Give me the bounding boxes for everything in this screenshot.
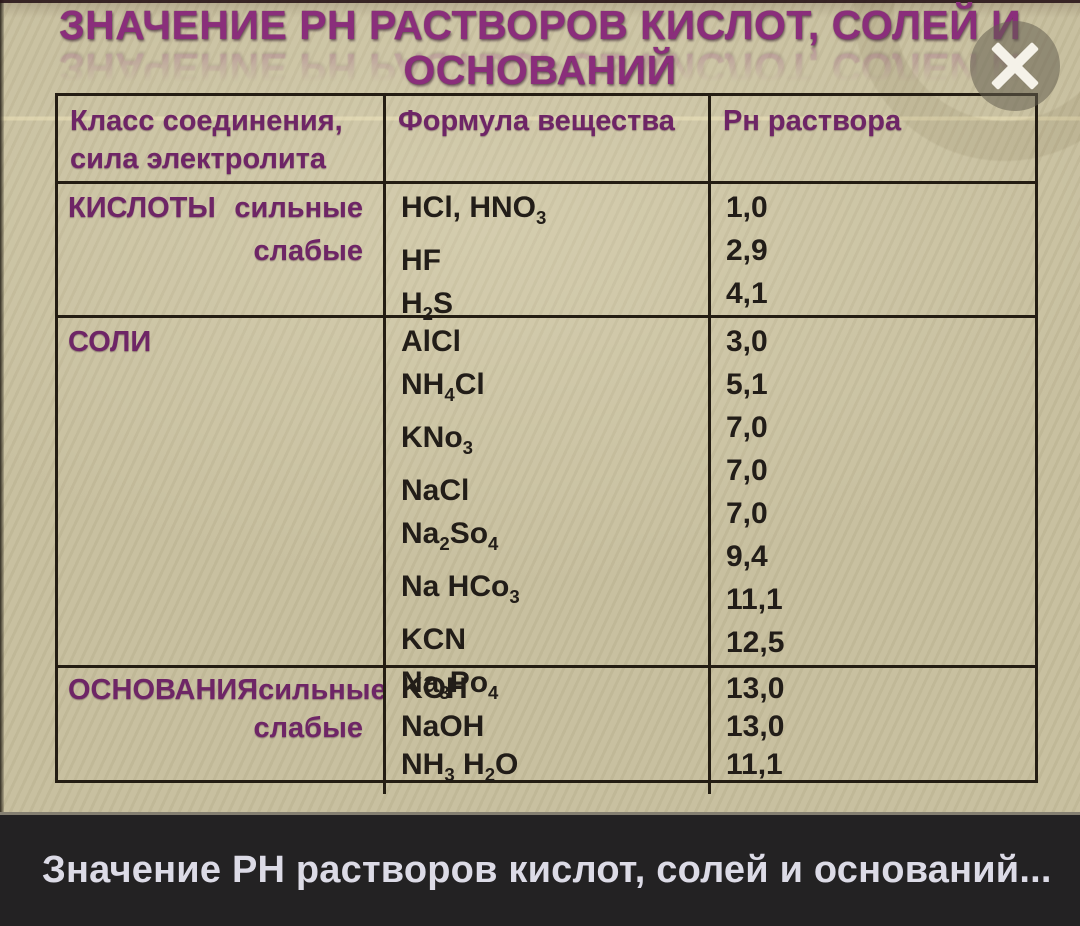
ph-value: 3,0 xyxy=(726,325,768,358)
ph-value: 7,0 xyxy=(726,497,768,530)
class-label-acids: КИСЛОТЫ xyxy=(68,192,216,224)
section-salts-class-cell: СОЛИ xyxy=(58,315,383,665)
close-icon xyxy=(970,21,1060,111)
ph-table: Класс соединения, сила электролита Форму… xyxy=(55,93,1038,794)
section-bases-ph-cell: 13,0 13,0 11,1 xyxy=(708,665,1035,794)
formula-value: Na3Po4 xyxy=(401,666,499,703)
table-header-class: Класс соединения, сила электролита xyxy=(70,105,343,175)
formula-value: NH3 H2O xyxy=(401,748,519,785)
ph-value: 2,9 xyxy=(726,234,768,267)
slide-title-line1: ЗНАЧЕНИЕ РН РАСТВОРОВ КИСЛОТ, СОЛЕЙ И xyxy=(58,2,1022,48)
table-header-ph: Рн раствора xyxy=(708,96,1035,181)
formula-value: KCN xyxy=(401,623,466,656)
table-header-formula: Формула вещества xyxy=(383,96,708,181)
ph-value: 13,0 xyxy=(726,672,785,705)
ph-value: 7,0 xyxy=(726,411,768,444)
ph-value: 5,1 xyxy=(726,368,768,401)
strength-label-weak: слабые xyxy=(253,235,364,267)
ph-value: 4,1 xyxy=(726,277,768,310)
formula-value: NaCl xyxy=(401,474,470,507)
section-acids-formula-cell: HCl, HNO3 HF H2S xyxy=(383,181,708,324)
section-salts-ph-cell: 3,0 5,1 7,0 7,0 7,0 9,4 11,1 12,5 xyxy=(708,315,1035,665)
formula-value: Na2So4 xyxy=(401,517,499,554)
slide-title-line2: ОСНОВАНИЙ xyxy=(403,47,677,93)
ph-value: 12,5 xyxy=(726,626,785,659)
slide-image: ЗНАЧЕНИЕ РН РАСТВОРОВ КИСЛОТ, СОЛЕЙ И ОС… xyxy=(0,0,1080,812)
formula-value: HF xyxy=(401,244,441,277)
strength-label-weak: слабые xyxy=(253,712,364,744)
section-acids-class-cell: КИСЛОТЫ сильные слабые xyxy=(58,181,383,315)
ph-value: 9,4 xyxy=(726,540,768,573)
ph-value: 11,1 xyxy=(726,583,783,616)
ph-value: 13,0 xyxy=(726,710,785,743)
section-salts-formula-cell: AlCl NH4Cl KNo3 NaCl Na2So4 Na HCo3 KCN … xyxy=(383,315,708,703)
ph-value: 7,0 xyxy=(726,454,768,487)
formula-value: KOH xyxy=(401,672,468,705)
formula-value: KNo3 xyxy=(401,421,473,458)
formula-value: NaOH xyxy=(401,710,485,743)
formula-value: Na HCo3 xyxy=(401,570,520,607)
formula-value: H2S xyxy=(401,287,454,324)
caption-bar[interactable]: Значение РН растворов кислот, солей и ос… xyxy=(0,812,1080,926)
formula-value: NH4Cl xyxy=(401,368,485,405)
ph-value: 11,1 xyxy=(726,748,783,781)
ph-value: 1,0 xyxy=(726,191,768,224)
slide-title: ЗНАЧЕНИЕ РН РАСТВОРОВ КИСЛОТ, СОЛЕЙ И ОС… xyxy=(0,0,1080,93)
caption-text: Значение РН растворов кислот, солей и ос… xyxy=(42,849,1052,891)
formula-value: HCl, HNO3 xyxy=(401,191,547,228)
section-bases-class-cell: ОСНОВАНИЯ сильные слабые xyxy=(58,665,387,794)
formula-value: AlCl xyxy=(401,325,461,358)
section-acids-ph-cell: 1,0 2,9 4,1 xyxy=(708,181,1035,315)
class-label-salts: СОЛИ xyxy=(68,326,152,358)
section-bases-formula-cell: KOH NaOH NH3 H2O xyxy=(383,665,708,794)
close-button[interactable] xyxy=(970,21,1060,111)
strength-label-strong: сильные xyxy=(234,192,363,224)
class-label-bases: ОСНОВАНИЯ xyxy=(68,674,259,706)
strength-label-strong: сильные xyxy=(258,674,387,706)
